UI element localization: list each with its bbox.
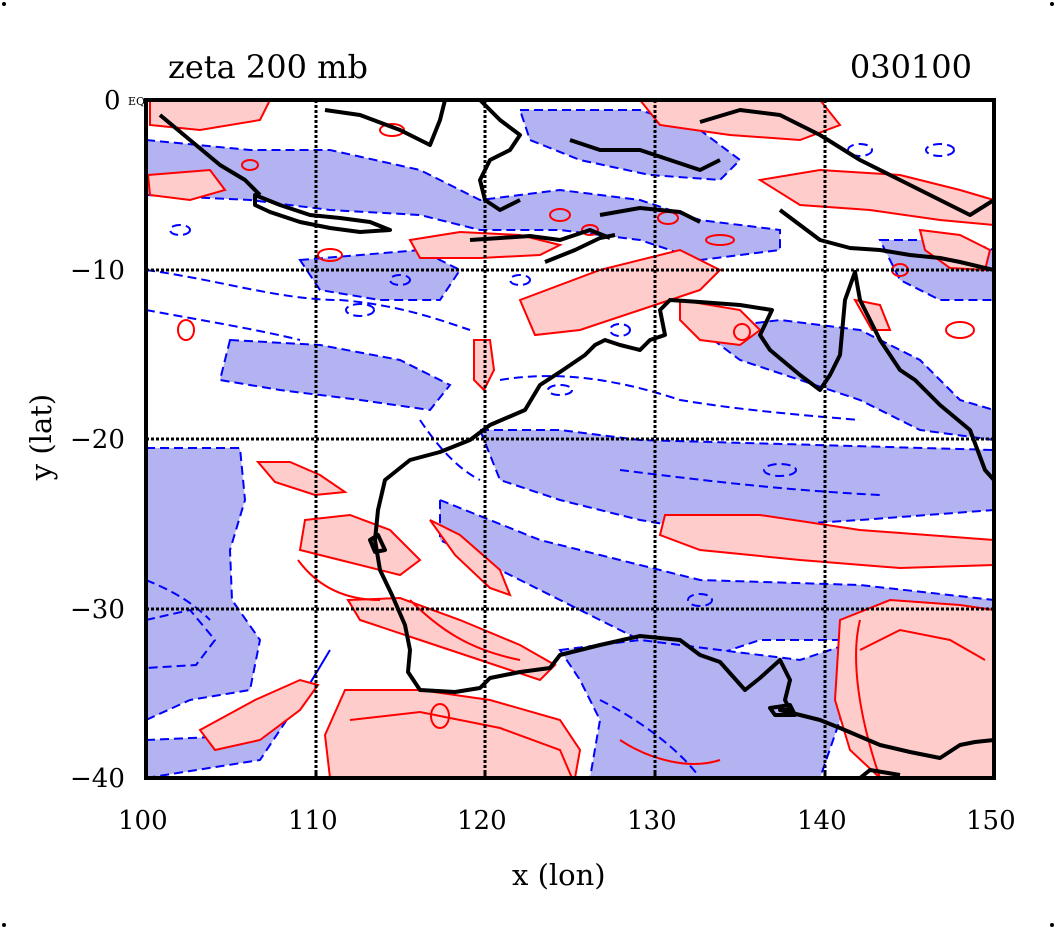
sumatra-coastline xyxy=(158,113,262,197)
shark-bay-coastline xyxy=(368,533,387,554)
chart-title: zeta 200 mb xyxy=(168,48,368,86)
x-tick-label: 130 xyxy=(627,806,677,836)
y-tick-label: −20 xyxy=(70,425,125,455)
axis-ticks xyxy=(144,770,996,778)
negative-contour-lines xyxy=(146,143,955,778)
y-tick-label: 0 xyxy=(104,86,121,116)
plot-frame xyxy=(144,98,996,780)
y-tick-label: −40 xyxy=(70,764,125,794)
grid-lines xyxy=(146,100,994,778)
y-tick-label: −10 xyxy=(70,256,125,286)
new-guinea-coastline xyxy=(699,108,994,217)
tasmania-coastline xyxy=(858,768,901,778)
x-axis-label: x (lon) xyxy=(512,858,606,892)
borneo-coastline xyxy=(324,100,447,147)
kangaroo-island-coastline xyxy=(768,703,797,717)
x-tick-label: 150 xyxy=(966,806,1016,836)
x-tick-label: 100 xyxy=(118,806,168,836)
x-tick-label: 110 xyxy=(288,806,338,836)
java-coastline xyxy=(253,193,392,234)
y-tick-label: −30 xyxy=(70,595,125,625)
x-tick-label: 140 xyxy=(797,806,847,836)
seram-coastline xyxy=(599,206,701,224)
lesser-sunda-coastline xyxy=(469,228,611,242)
y-axis-label: y (lat) xyxy=(24,393,58,481)
corner-tag: EQ xyxy=(128,95,145,108)
new-guinea-south-coastline xyxy=(778,208,994,272)
sulawesi-coastline xyxy=(478,100,522,212)
contour-layer xyxy=(146,100,994,778)
timor-coastline xyxy=(544,233,616,264)
date-label: 030100 xyxy=(849,48,972,86)
x-tick-label: 120 xyxy=(457,806,507,836)
